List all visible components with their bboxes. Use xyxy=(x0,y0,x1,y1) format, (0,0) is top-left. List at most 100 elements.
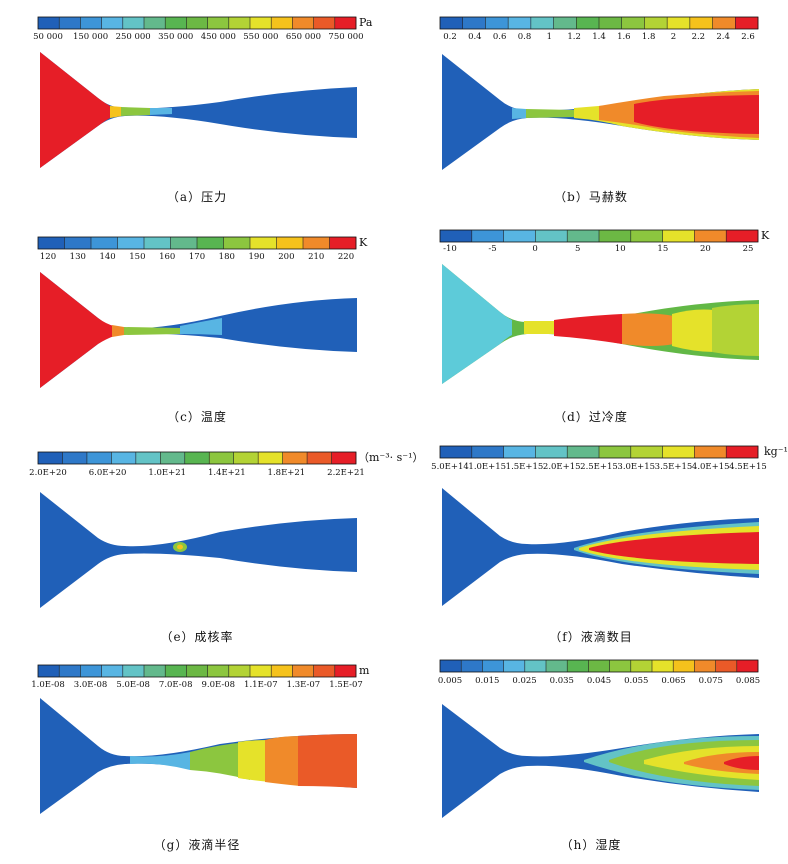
colorbar-band xyxy=(209,452,234,464)
colorbar-band xyxy=(599,17,623,29)
panel-pressure: Pa 50 000 150 000 250 000 350 000 450 000 550… xyxy=(0,0,394,216)
droplet-radius-green-region xyxy=(190,742,250,780)
mach-svg xyxy=(439,16,759,170)
colorbar-tick-label: 3.0E+15 xyxy=(617,462,656,472)
colorbar-band xyxy=(553,17,577,29)
colorbar-band xyxy=(736,660,759,672)
colorbar-frame xyxy=(37,16,357,30)
droplet-radius-svg xyxy=(37,664,357,814)
colorbar-band xyxy=(271,665,293,677)
colorbar-tick-label: 1.6 xyxy=(617,32,631,42)
colorbar-band xyxy=(644,17,668,29)
colorbar-tick-label: 1.5E+15 xyxy=(505,462,544,472)
colorbar-tick-label: 160 xyxy=(159,252,176,262)
colorbar-band xyxy=(503,230,536,242)
colorbar-tick-label: 9.0E-08 xyxy=(201,680,236,690)
pressure-svg xyxy=(37,16,357,168)
colorbar-band xyxy=(329,237,357,249)
colorbar-band xyxy=(503,660,526,672)
colorbar-band xyxy=(535,446,568,458)
colorbar-tick-label: 170 xyxy=(188,252,206,262)
colorbar-band xyxy=(282,452,308,464)
colorbar-tick-label: 450 000 xyxy=(200,32,236,42)
colorbar-tick-label: 2.0E+20 xyxy=(29,468,67,478)
colorbar-tick-label: 150 xyxy=(129,252,146,262)
colorbar-tick-label: 650 000 xyxy=(285,32,321,42)
colorbar-band xyxy=(101,17,124,29)
colorbar-band xyxy=(303,237,330,249)
droplet-number-unit: kg⁻¹ xyxy=(764,445,788,458)
colorbar-band xyxy=(503,446,536,458)
colorbar-band xyxy=(630,230,663,242)
subcooling-lightgreen-band xyxy=(712,304,759,356)
subcooling-red-band xyxy=(554,314,644,344)
subcooling-caption: （d）过冷度 xyxy=(554,410,628,424)
colorbar-band xyxy=(621,17,645,29)
colorbar-tick-label: 1.3E-07 xyxy=(286,680,321,690)
colorbar-tick-label: 180 xyxy=(218,252,235,262)
colorbar-tick-label: 750 000 xyxy=(328,32,364,42)
colorbar-band xyxy=(197,237,224,249)
colorbar-tick-label: 2 xyxy=(670,32,677,42)
colorbar-band xyxy=(461,660,483,672)
colorbar-tick-label: 0.005 xyxy=(437,676,463,686)
subcooling-svg xyxy=(439,229,759,384)
colorbar-tick-label: 250 000 xyxy=(115,32,151,42)
colorbar-tick-label: 0.025 xyxy=(512,676,537,686)
colorbar-tick-label: 0.015 xyxy=(475,676,500,686)
colorbar-tick-label: 0.035 xyxy=(549,676,574,686)
colorbar-tick-label: 5 xyxy=(574,244,581,254)
colorbar-tick-label: 20 xyxy=(700,244,711,254)
colorbar-tick-label: 0.065 xyxy=(661,676,686,686)
colorbar-band xyxy=(38,237,65,249)
colorbar-band xyxy=(160,452,186,464)
colorbar-band xyxy=(334,665,357,677)
pressure-caption: （a）压力 xyxy=(166,190,228,204)
colorbar-tick-label: 1.2 xyxy=(567,32,581,42)
temperature-caption: （c）温度 xyxy=(167,410,227,424)
colorbar-band xyxy=(276,237,304,249)
droplet-number-red-core xyxy=(589,532,759,564)
colorbar-band xyxy=(117,237,145,249)
colorbar-band xyxy=(307,452,332,464)
colorbar-band xyxy=(471,446,504,458)
colorbar-tick-label: 0.085 xyxy=(735,676,761,686)
colorbar-band xyxy=(62,452,88,464)
colorbar-band xyxy=(567,660,589,672)
colorbar-tick-label: 1.0E+21 xyxy=(148,468,187,478)
colorbar-band xyxy=(662,446,695,458)
colorbar-band xyxy=(228,17,251,29)
colorbar-band xyxy=(223,237,251,249)
colorbar-band xyxy=(207,17,230,29)
panel-droplet-number: kg⁻¹ 5.0E+14 1.0E+15 1.5E+15 2.0E+15 2.5E+15… xyxy=(394,440,788,656)
colorbar-tick-label: 4.5E+15 xyxy=(729,462,767,472)
colorbar-band xyxy=(258,452,283,464)
panel-temperature: K 120 130 140 150 160 170 180 190 200 210 220 （c）温… xyxy=(0,220,394,436)
colorbar-tick-label: 2.2E+21 xyxy=(327,468,365,478)
colorbar-band xyxy=(122,665,145,677)
droplet-radius-unit: m xyxy=(359,664,370,677)
temperature-inlet-hot xyxy=(40,272,114,388)
colorbar-tick-label: 2.6 xyxy=(741,32,755,42)
colorbar-band xyxy=(599,446,632,458)
colorbar-tick-label: 7.0E-08 xyxy=(158,680,193,690)
colorbar-band xyxy=(80,17,102,29)
colorbar-band xyxy=(186,665,208,677)
colorbar-tick-label: 0.2 xyxy=(443,32,457,42)
colorbar-band xyxy=(652,660,674,672)
colorbar-tick-label: 10 xyxy=(614,244,626,254)
colorbar-tick-label: 3.5E+15 xyxy=(654,462,693,472)
mach-throat-green xyxy=(526,109,574,118)
colorbar-band xyxy=(673,660,695,672)
colorbar-tick-label: 1.0E+15 xyxy=(468,462,507,472)
nucleation-svg xyxy=(37,451,357,608)
colorbar-band xyxy=(80,665,102,677)
colorbar-band xyxy=(64,237,92,249)
colorbar-band xyxy=(630,660,653,672)
colorbar-band xyxy=(292,665,314,677)
colorbar-band xyxy=(440,230,473,242)
colorbar-band xyxy=(38,17,60,29)
colorbar-band xyxy=(485,17,509,29)
subcooling-colorbar xyxy=(439,229,759,243)
colorbar-band xyxy=(726,446,759,458)
